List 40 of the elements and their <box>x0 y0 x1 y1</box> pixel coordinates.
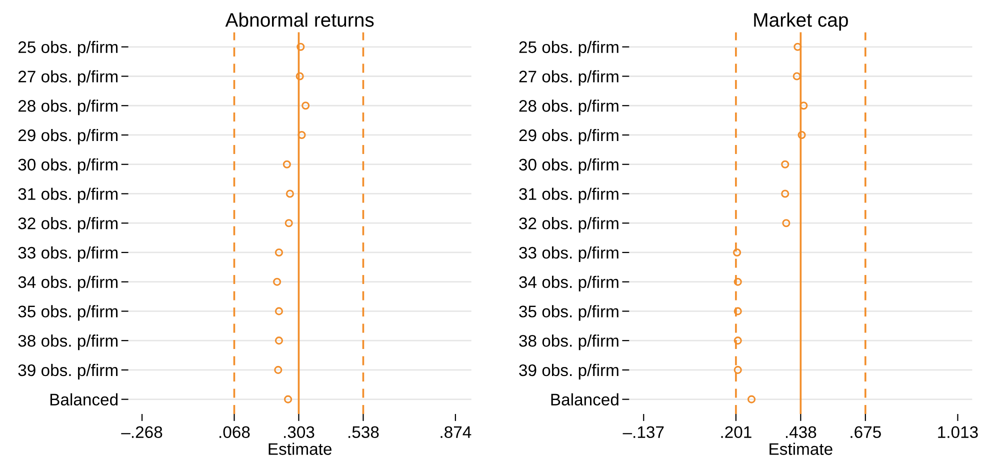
x-tick-label: .538 <box>348 426 379 438</box>
y-tick-label: 29 obs. p/firm <box>18 128 118 144</box>
x-axis-title: Estimate <box>770 442 832 455</box>
x-tick-label: .068 <box>220 426 250 438</box>
y-tick-label: 38 obs. p/firm <box>519 334 618 350</box>
x-tick-label: 1.013 <box>938 426 978 438</box>
y-tick-label: 25 obs. p/firm <box>18 40 118 56</box>
y-tick-label: 39 obs. p/firm <box>18 364 118 380</box>
chart-title: Abnormal returns <box>225 12 374 27</box>
x-tick-label: .874 <box>440 426 472 438</box>
y-tick-label: Balanced <box>551 393 618 406</box>
y-tick-label: 29 obs. p/firm <box>519 128 618 144</box>
y-tick-label: Balanced <box>50 393 118 406</box>
y-tick-label: 31 obs. p/firm <box>519 188 618 204</box>
y-tick-label: 32 obs. p/firm <box>18 217 118 233</box>
y-tick-label: 32 obs. p/firm <box>519 217 618 233</box>
x-tick-label: –.137 <box>622 426 664 438</box>
y-tick-label: 39 obs. p/firm <box>519 364 618 380</box>
y-tick-label: 34 obs. p/firm <box>519 276 618 292</box>
x-tick-label: –.268 <box>121 426 162 438</box>
x-tick-label: .303 <box>284 426 314 438</box>
y-tick-label: 28 obs. p/firm <box>18 100 118 116</box>
x-tick-label: .675 <box>850 426 881 438</box>
y-tick-label: 38 obs. p/firm <box>18 334 118 350</box>
y-tick-label: 31 obs. p/firm <box>18 188 118 204</box>
y-tick-label: 33 obs. p/firm <box>519 246 618 262</box>
y-tick-label: 25 obs. p/firm <box>519 40 618 56</box>
y-tick-label: 27 obs. p/firm <box>519 70 618 86</box>
y-tick-label: 27 obs. p/firm <box>18 70 118 86</box>
x-tick-label: .438 <box>786 426 816 438</box>
y-tick-label: 35 obs. p/firm <box>519 305 618 321</box>
y-tick-label: 30 obs. p/firm <box>18 158 118 174</box>
x-tick-label: .201 <box>721 426 752 438</box>
x-axis-title: Estimate <box>268 442 332 455</box>
y-tick-label: 33 obs. p/firm <box>18 246 118 262</box>
y-tick-label: 30 obs. p/firm <box>519 158 618 174</box>
y-tick-label: 35 obs. p/firm <box>18 305 118 321</box>
y-tick-label: 28 obs. p/firm <box>519 100 618 116</box>
y-tick-label: 34 obs. p/firm <box>18 276 118 292</box>
chart-title: Market cap <box>754 12 848 31</box>
